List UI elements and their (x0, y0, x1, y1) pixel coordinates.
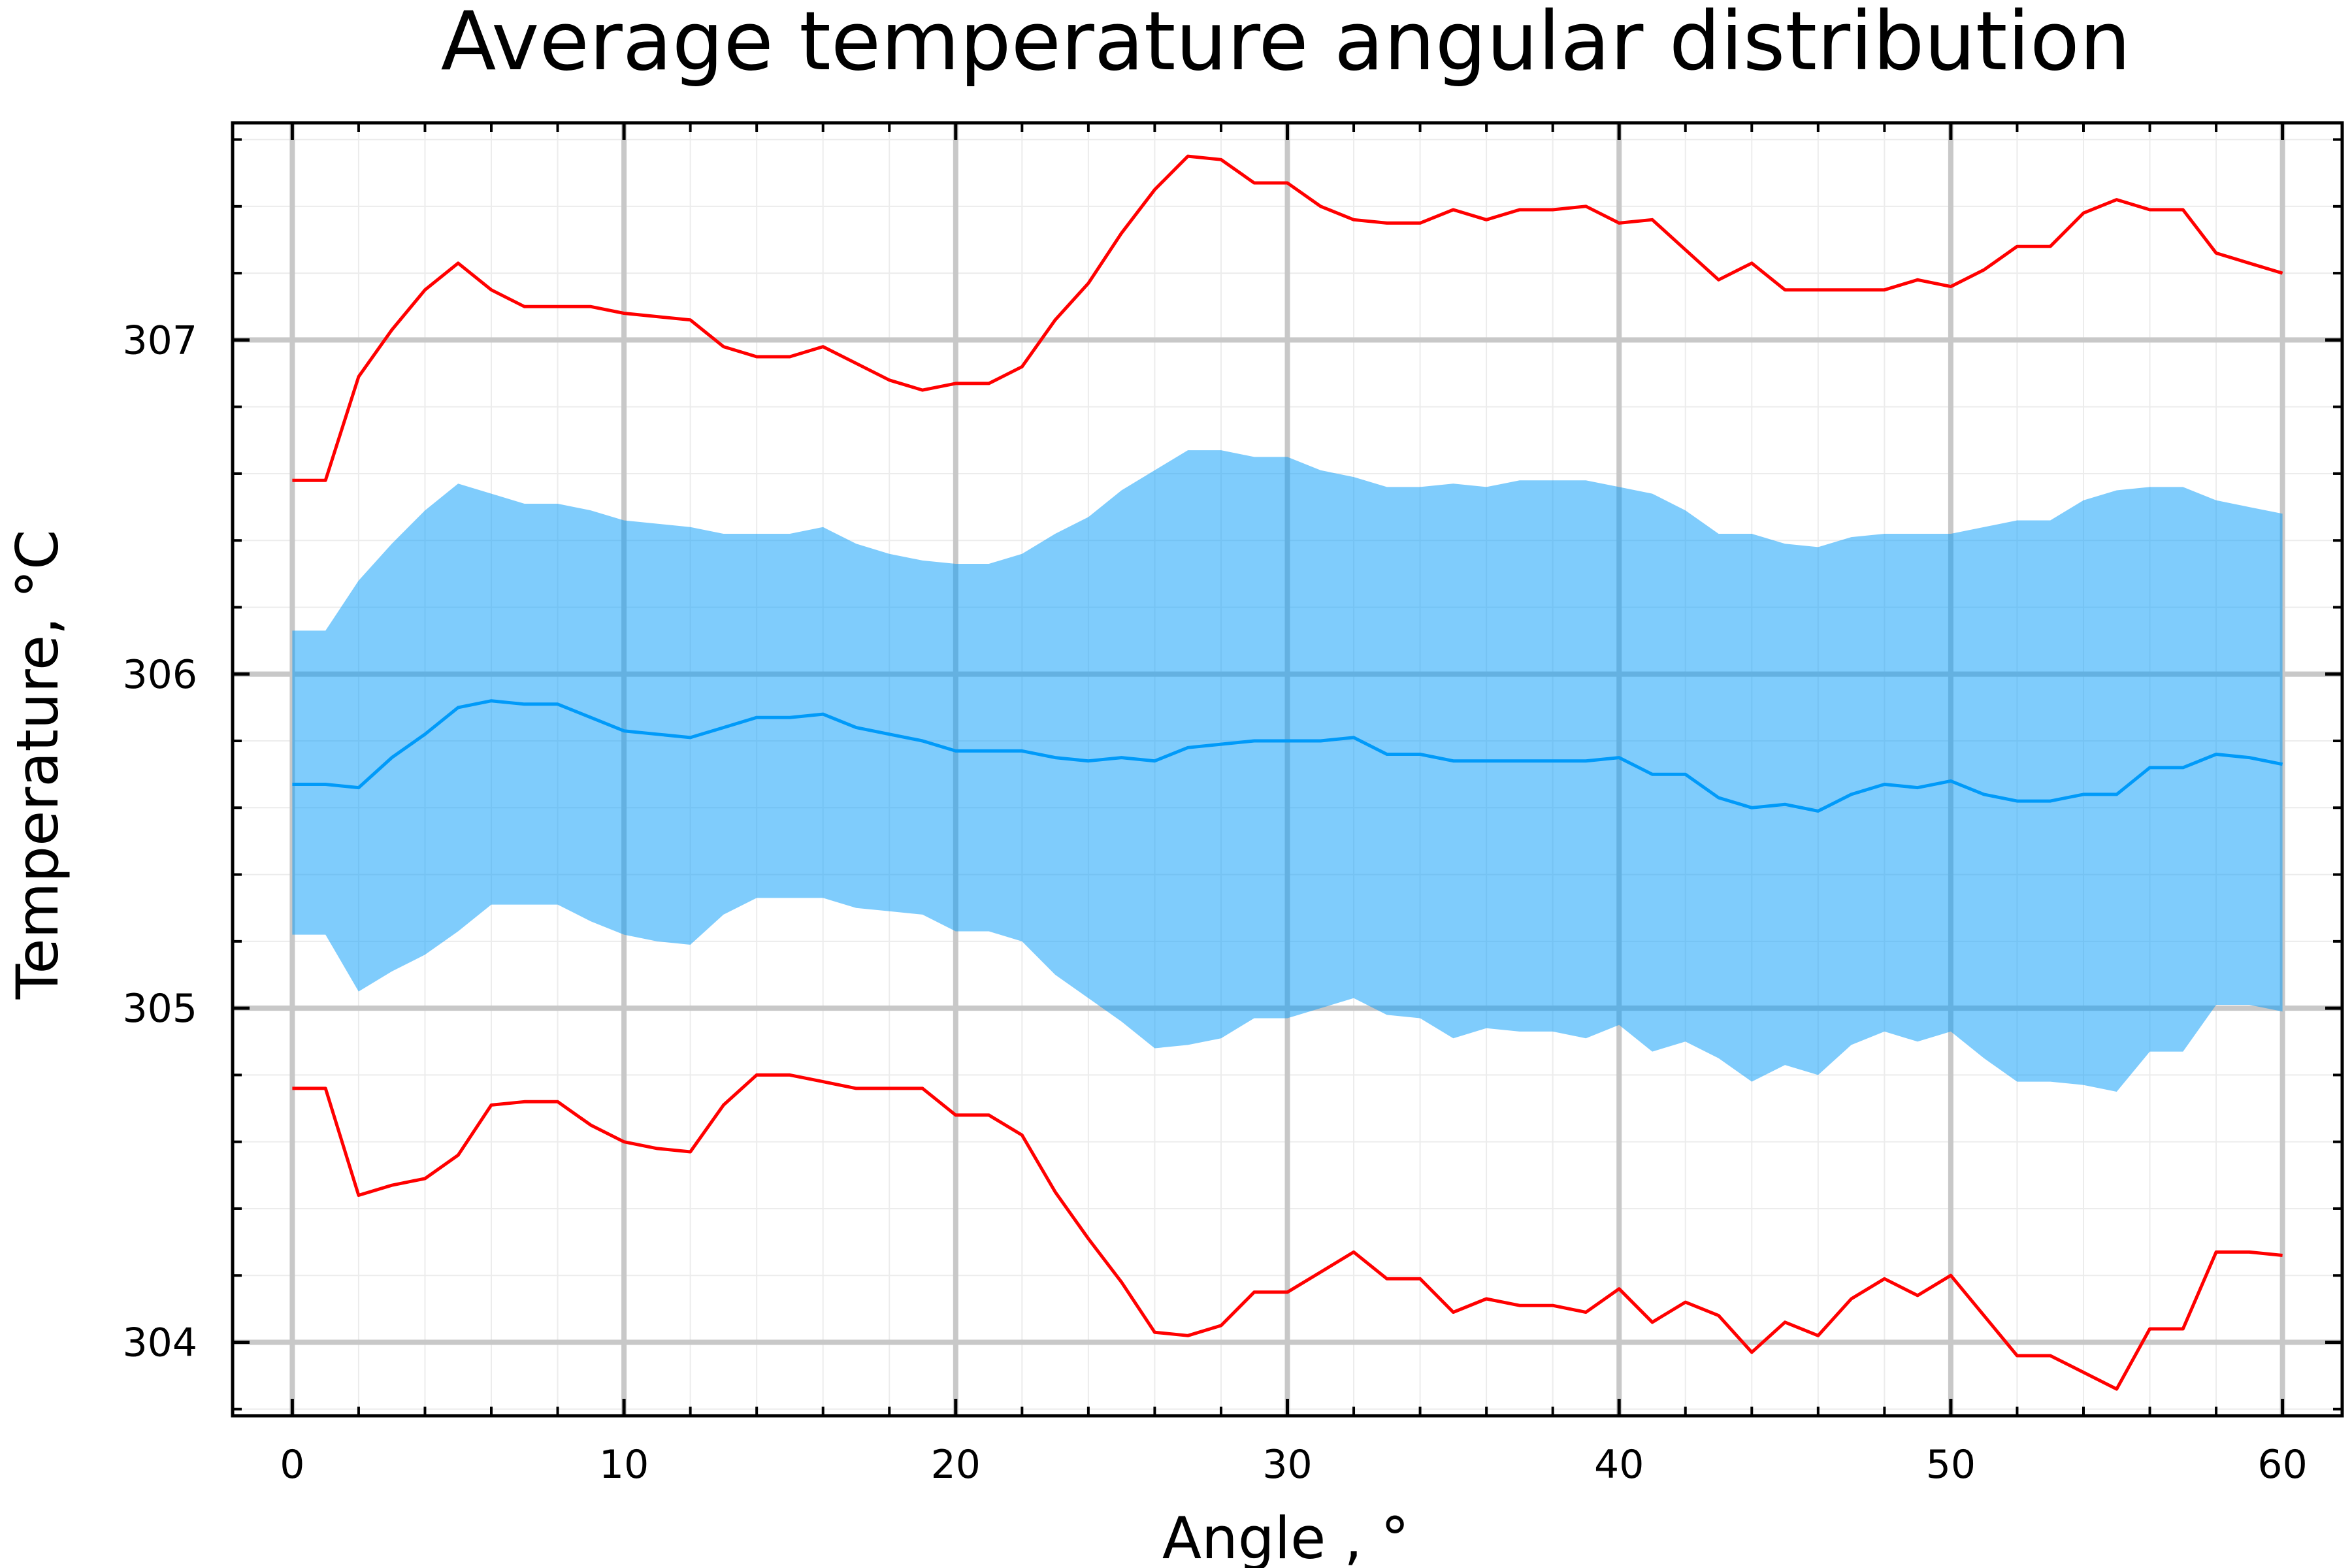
std-band-area (292, 450, 2283, 1092)
x-tick-label: 40 (1594, 1442, 1644, 1488)
x-tick-label: 20 (931, 1442, 981, 1488)
x-tick-label: 0 (280, 1442, 304, 1488)
y-tick-label: 306 (122, 652, 197, 698)
max-temperature-line (292, 154, 2283, 482)
y-tick-label: 307 (122, 318, 197, 363)
chart-title: Average temperature angular distribution (441, 0, 2131, 89)
std-band (292, 450, 2283, 1092)
y-axis-label: Temperature, °C (4, 530, 71, 1000)
min-temperature-line (292, 1073, 2283, 1391)
x-tick-label: 30 (1262, 1442, 1312, 1488)
x-tick-labels: 0 10 20 30 40 50 60 (280, 1442, 2307, 1488)
series-lines (292, 154, 2283, 1391)
tick-marks (233, 123, 2342, 1416)
mean-temperature-line (292, 699, 2283, 813)
x-tick-label: 10 (599, 1442, 649, 1488)
y-tick-label: 304 (122, 1320, 197, 1365)
y-tick-label: 305 (122, 986, 197, 1032)
x-axis-label: Angle , ° (1162, 1505, 1409, 1568)
y-tick-labels: 304 305 306 307 (122, 318, 197, 1365)
x-tick-label: 50 (1926, 1442, 1976, 1488)
x-tick-label: 60 (2257, 1442, 2307, 1488)
